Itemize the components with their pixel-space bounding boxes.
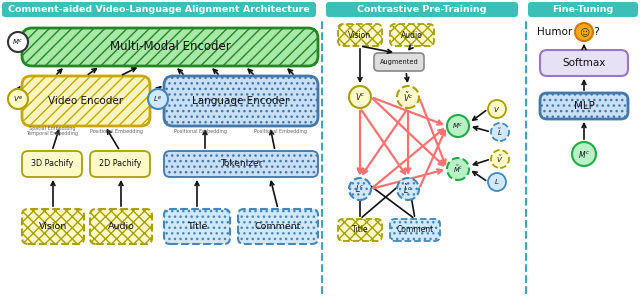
Text: Humor: Humor <box>538 27 573 37</box>
Text: $\tilde{L}^c$: $\tilde{L}^c$ <box>403 182 413 196</box>
Circle shape <box>491 150 509 168</box>
Text: Audio: Audio <box>401 30 423 40</box>
Text: Augmented: Augmented <box>380 59 419 65</box>
Text: $M^c$: $M^c$ <box>452 121 463 131</box>
Text: $\tilde{L}$: $\tilde{L}$ <box>497 126 503 138</box>
FancyBboxPatch shape <box>540 50 628 76</box>
Text: Softmax: Softmax <box>563 58 605 68</box>
FancyBboxPatch shape <box>2 2 316 17</box>
Circle shape <box>397 178 419 200</box>
Circle shape <box>575 23 593 41</box>
Text: Positional Embedding: Positional Embedding <box>173 129 227 133</box>
Text: Comment-aided Video-Language Alignment Architecture: Comment-aided Video-Language Alignment A… <box>8 5 310 14</box>
Text: Comment: Comment <box>396 226 434 234</box>
FancyBboxPatch shape <box>540 93 628 119</box>
FancyBboxPatch shape <box>374 53 424 71</box>
Text: Comment: Comment <box>255 222 301 231</box>
FancyBboxPatch shape <box>338 24 382 46</box>
FancyBboxPatch shape <box>390 219 440 241</box>
Text: Title: Title <box>187 222 207 231</box>
FancyBboxPatch shape <box>22 209 84 244</box>
FancyBboxPatch shape <box>528 2 638 17</box>
Text: 3D Pachify: 3D Pachify <box>31 160 73 168</box>
FancyBboxPatch shape <box>390 24 434 46</box>
Text: Vision: Vision <box>39 222 67 231</box>
Text: Video Encoder: Video Encoder <box>49 96 124 106</box>
Text: 2D Pachify: 2D Pachify <box>99 160 141 168</box>
Text: $\tilde{M}^c$: $\tilde{M}^c$ <box>453 163 463 174</box>
Text: MLP: MLP <box>573 101 595 111</box>
Circle shape <box>572 142 596 166</box>
Circle shape <box>397 86 419 108</box>
FancyBboxPatch shape <box>22 151 82 177</box>
Circle shape <box>447 115 469 137</box>
Text: $M^c$: $M^c$ <box>12 37 24 47</box>
Circle shape <box>8 32 28 52</box>
FancyBboxPatch shape <box>338 219 382 241</box>
Text: Vision: Vision <box>348 30 372 40</box>
Circle shape <box>8 89 28 109</box>
Text: Contrastive Pre-Training: Contrastive Pre-Training <box>357 5 487 14</box>
FancyBboxPatch shape <box>238 209 318 244</box>
Circle shape <box>447 158 469 180</box>
FancyBboxPatch shape <box>90 209 152 244</box>
Circle shape <box>349 178 371 200</box>
Circle shape <box>148 89 168 109</box>
Text: Tokenizer: Tokenizer <box>220 160 262 168</box>
Text: $L$: $L$ <box>494 178 500 186</box>
Text: Title: Title <box>352 226 368 234</box>
Text: Language Encoder: Language Encoder <box>193 96 290 106</box>
Text: ☺: ☺ <box>579 27 589 37</box>
FancyBboxPatch shape <box>22 76 150 126</box>
Text: Positional Embedding: Positional Embedding <box>253 129 307 133</box>
Text: Multi-Modal Encoder: Multi-Modal Encoder <box>109 40 230 54</box>
Text: ?: ? <box>593 27 599 37</box>
FancyBboxPatch shape <box>90 151 150 177</box>
Text: $V^c$: $V^c$ <box>355 92 365 102</box>
Text: Fine-Tuning: Fine-Tuning <box>552 5 614 14</box>
FancyBboxPatch shape <box>164 209 230 244</box>
Circle shape <box>491 123 509 141</box>
Text: $L^c$: $L^c$ <box>355 184 365 195</box>
FancyBboxPatch shape <box>22 28 318 66</box>
Circle shape <box>488 173 506 191</box>
Text: $V^e$: $V^e$ <box>13 94 23 104</box>
Text: $\tilde{V}$: $\tilde{V}$ <box>497 153 504 165</box>
FancyBboxPatch shape <box>164 151 318 177</box>
FancyBboxPatch shape <box>164 76 318 126</box>
Text: Positional Embedding: Positional Embedding <box>90 129 143 133</box>
Text: $V$: $V$ <box>493 105 500 113</box>
Text: $\tilde{V}^c$: $\tilde{V}^c$ <box>403 90 413 104</box>
Circle shape <box>349 86 371 108</box>
Text: $M^c$: $M^c$ <box>578 148 590 160</box>
Circle shape <box>488 100 506 118</box>
FancyBboxPatch shape <box>326 2 518 17</box>
Text: Audio: Audio <box>108 222 134 231</box>
Text: Spatial Embedding
Temporal Embedding: Spatial Embedding Temporal Embedding <box>26 126 78 136</box>
Text: $L^e$: $L^e$ <box>154 94 163 104</box>
